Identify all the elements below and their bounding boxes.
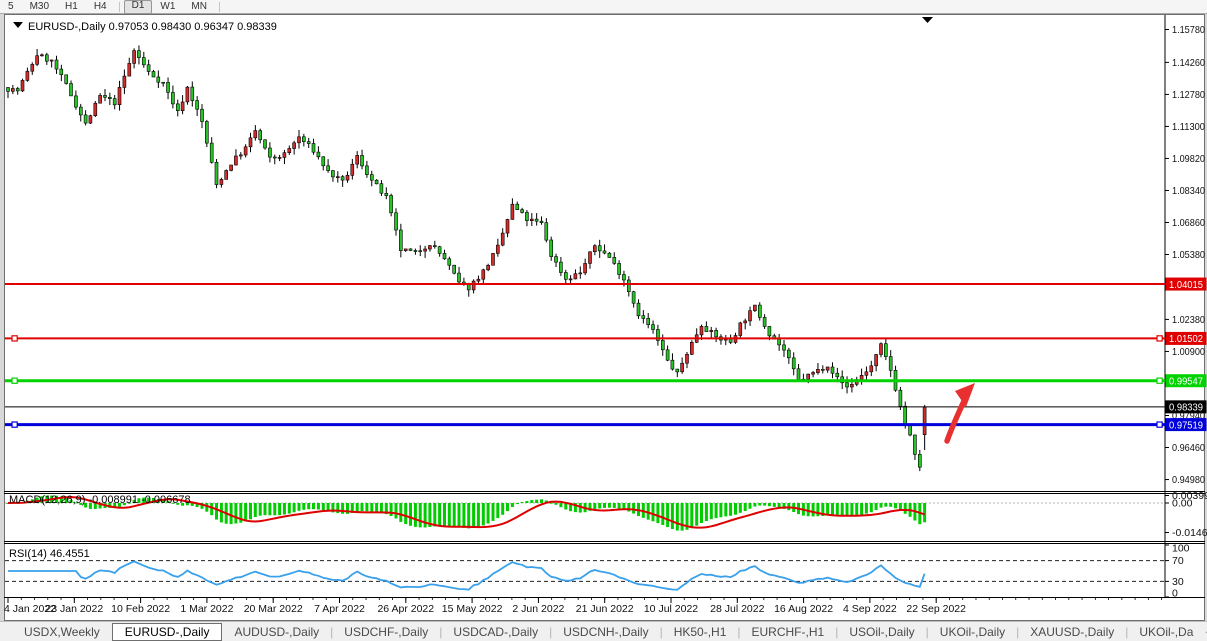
tab-separator: | — [1016, 625, 1020, 639]
price-axis-label: 1.15780 — [1172, 24, 1205, 36]
toolbar-separator — [118, 1, 120, 12]
date-axis-label: 10 Jul 2022 — [644, 603, 698, 615]
price-axis-label: 1.05380 — [1172, 249, 1205, 261]
line-handle[interactable] — [1156, 377, 1163, 384]
macd-axis-label: 0.00399 — [1172, 490, 1207, 502]
macd-axis-label: -0.01469 — [1172, 527, 1207, 539]
tab-scroll-left-icon[interactable]: ◄ — [1203, 627, 1207, 637]
line-handle[interactable] — [1156, 335, 1163, 342]
toolbar-separator — [218, 1, 220, 12]
price-axis-label: 1.06860 — [1172, 217, 1205, 229]
chart-title-ohlc: EURUSD-,Daily 0.97053 0.98430 0.96347 0.… — [28, 21, 277, 33]
price-axis-label: 1.09820 — [1172, 153, 1205, 165]
date-axis-label: 1 Mar 2022 — [180, 603, 233, 615]
annotation-arrow-head[interactable] — [955, 383, 975, 407]
price-axis-label: 1.14260 — [1172, 57, 1205, 69]
annotation-arrow-shaft[interactable] — [944, 398, 967, 444]
date-axis-label: 15 May 2022 — [442, 603, 503, 615]
macd-signal-line — [7, 496, 925, 529]
timeframe-button-H4[interactable]: H4 — [93, 0, 107, 12]
date-axis-label: 2 Jun 2022 — [512, 603, 564, 615]
price-badge-0.99547 — [1165, 374, 1207, 388]
timeframe-button-H1[interactable]: H1 — [65, 0, 78, 12]
price-badge-0.97519 — [1165, 418, 1207, 432]
candlestick-series[interactable] — [6, 45, 927, 472]
date-axis-label: 28 Jul 2022 — [710, 603, 764, 615]
tab-separator: | — [1125, 625, 1129, 639]
date-axis-label: 7 Apr 2022 — [314, 603, 365, 615]
chart-tab-eurchf-h1[interactable]: EURCHF-,H1 — [751, 625, 825, 639]
chart-tab-hk50-h1[interactable]: HK50-,H1 — [673, 625, 727, 639]
price-axis-label: 1.00900 — [1172, 346, 1205, 358]
chart-tab-ukoil-daily[interactable]: UKOil-,Daily — [939, 625, 1006, 639]
price-badge-1.04015 — [1165, 277, 1207, 291]
price-badge-label: 1.04015 — [1169, 280, 1203, 291]
timeframe-toolbar: 5 M30 H1 H4 D1 W1 MN — [0, 0, 1207, 14]
timeframe-button-D1[interactable]: D1 — [123, 0, 153, 14]
date-axis-label: 21 Jun 2022 — [576, 603, 634, 615]
chart-tab-xauusd-daily[interactable]: XAUUSD-,Daily — [1030, 625, 1115, 639]
chart-tab-eurusd-daily[interactable]: EURUSD-,Daily — [111, 623, 223, 641]
chart-tab-usoil-daily[interactable]: USOil-,Daily — [849, 625, 915, 639]
tab-separator: | — [835, 625, 839, 639]
chart-window[interactable] — [4, 14, 1205, 621]
chart-dropdown-icon[interactable] — [13, 22, 23, 28]
macd-axis-label: 0.00 — [1172, 498, 1193, 510]
date-axis-label: 10 Feb 2022 — [111, 603, 170, 615]
price-badge-label: 1.01502 — [1169, 334, 1203, 345]
chart-tab-audusd-daily[interactable]: AUDUSD-,Daily — [234, 625, 320, 639]
price-axis-label: 0.94980 — [1172, 474, 1205, 486]
timeframe-button-MN[interactable]: MN — [191, 0, 207, 12]
price-badge-0.98339 — [1165, 400, 1207, 414]
chart-tab-usdcad-daily[interactable]: USDCAD-,Daily — [453, 625, 539, 639]
price-badge-1.01502 — [1165, 331, 1207, 345]
chart-shift-marker-icon[interactable] — [922, 17, 933, 23]
rsi-axis-label: 0 — [1172, 588, 1178, 600]
timeframe-button-5[interactable]: 5 — [8, 0, 14, 12]
chart-tab-ukoil-da[interactable]: UKOil-,Da — [1139, 625, 1194, 639]
date-axis-label: 23 Jan 2022 — [45, 603, 103, 615]
price-axis-label: 1.11300 — [1172, 121, 1205, 133]
line-handle[interactable] — [11, 421, 18, 428]
line-handle[interactable] — [1156, 421, 1163, 428]
timeframe-button-W1[interactable]: W1 — [160, 0, 176, 12]
macd-indicator-label: MACD(12,26,9) -0.008991 -0.006678 — [9, 494, 191, 506]
symbol-tab-bar: USDX,Weekly EURUSD-,Daily AUDUSD-,Daily | US… — [0, 621, 1207, 641]
line-handle[interactable] — [11, 377, 18, 384]
tab-separator: | — [925, 625, 929, 639]
date-axis-label: 20 Mar 2022 — [244, 603, 303, 615]
date-axis-label: 26 Apr 2022 — [377, 603, 434, 615]
tab-separator: | — [659, 625, 663, 639]
line-handle[interactable] — [11, 335, 18, 342]
tab-separator: | — [737, 625, 741, 639]
tab-separator: | — [549, 625, 553, 639]
rsi-axis-label: 30 — [1172, 576, 1184, 588]
chart-tab-usdx-weekly[interactable]: USDX,Weekly — [24, 625, 100, 639]
rsi-line — [8, 560, 926, 591]
price-axis-label: 1.02380 — [1172, 314, 1205, 326]
rsi-axis-label: 70 — [1172, 555, 1184, 567]
date-axis-label: 4 Sep 2022 — [843, 603, 897, 615]
rsi-indicator-label: RSI(14) 46.4551 — [9, 548, 90, 560]
tab-separator: | — [330, 625, 334, 639]
timeframe-button-M30[interactable]: M30 — [29, 0, 50, 12]
chart-tab-usdchf-daily[interactable]: USDCHF-,Daily — [344, 625, 429, 639]
price-axis-label: 1.08340 — [1172, 185, 1205, 197]
rsi-axis-label: 100 — [1172, 543, 1190, 555]
price-axis-label: 0.96460 — [1172, 442, 1205, 454]
date-axis-label: 16 Aug 2022 — [774, 603, 833, 615]
price-badge-label: 0.97519 — [1169, 420, 1203, 431]
price-badge-label: 0.98339 — [1169, 403, 1203, 414]
date-axis-label: 4 Jan 2022 — [4, 603, 56, 615]
price-badge-label: 0.99547 — [1169, 377, 1203, 388]
date-axis-label: 22 Sep 2022 — [906, 603, 966, 615]
chart-tab-usdcnh-daily[interactable]: USDCNH-,Daily — [563, 625, 649, 639]
tab-separator: | — [439, 625, 443, 639]
price-axis-label: 1.12780 — [1172, 89, 1205, 101]
